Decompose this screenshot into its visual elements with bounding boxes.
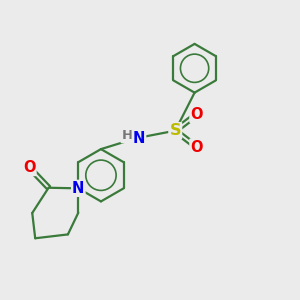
Text: O: O — [190, 140, 203, 154]
Text: N: N — [133, 130, 145, 146]
Text: H: H — [122, 129, 133, 142]
Text: S: S — [169, 123, 181, 138]
Text: O: O — [23, 160, 35, 175]
Text: N: N — [72, 181, 85, 196]
Text: O: O — [190, 107, 203, 122]
